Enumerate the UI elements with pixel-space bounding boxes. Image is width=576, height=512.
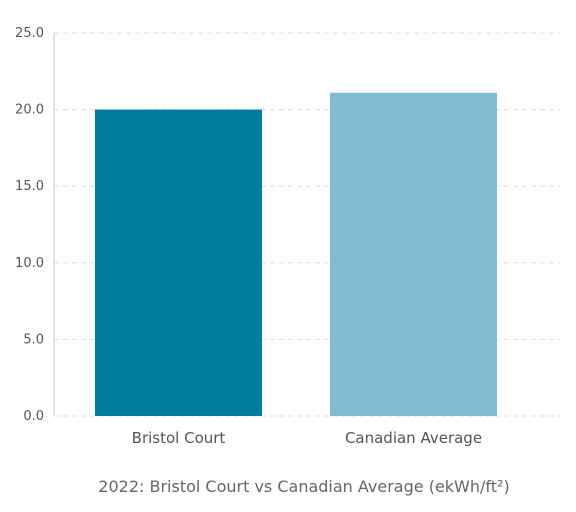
y-tick-label: 0.0 [23, 409, 44, 424]
bars [95, 92, 497, 417]
x-category-labels: Bristol Court Canadian Average [132, 429, 482, 447]
bar-bristol-court [95, 109, 262, 416]
y-tick-label: 10.0 [15, 256, 44, 271]
bar-canadian-average [330, 92, 497, 417]
y-tick-label: 5.0 [23, 332, 44, 347]
y-tick-label: 20.0 [15, 103, 44, 118]
chart-caption: 2022: Bristol Court vs Canadian Average … [98, 477, 509, 496]
y-tick-label: 25.0 [15, 26, 44, 41]
y-tick-label: 15.0 [15, 179, 44, 194]
x-category-label: Bristol Court [132, 429, 226, 447]
y-tick-labels: 0.0 5.0 10.0 15.0 20.0 25.0 [15, 26, 44, 424]
x-category-label: Canadian Average [345, 429, 482, 447]
